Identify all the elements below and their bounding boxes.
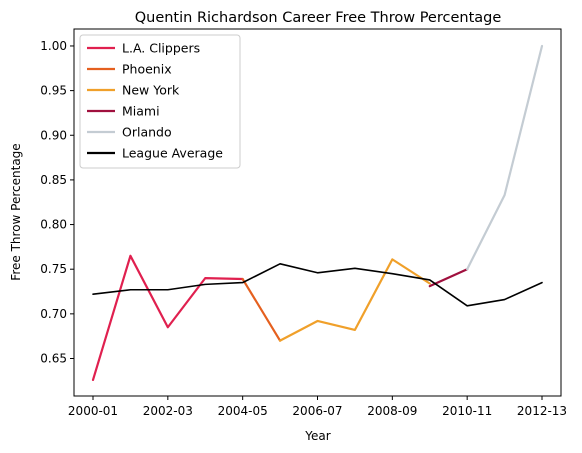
x-axis: 2000-01 2002-03 2004-05 2006-07 2008-09 2010-… [68,396,567,418]
y-tick-label: 0.90 [40,128,67,142]
x-tick-label: 2010-11 [442,404,492,418]
y-axis-label: Free Throw Percentage [9,143,23,280]
y-tick-label: 0.85 [40,173,67,187]
y-tick-label: 0.65 [40,351,67,365]
x-tick-label: 2006-07 [292,404,342,418]
series-lines [91,44,544,382]
legend-entry: Miami [122,104,160,119]
series-line-league-average [92,263,543,307]
legend-entry: League Average [122,146,223,161]
y-axis: 0.65 0.70 0.75 0.80 0.85 0.90 0.95 1.00 [40,39,74,365]
series-line-new-york [278,258,431,342]
legend: L.A. Clippers Phoenix New York Miami Orlando… [79,34,241,169]
series-line-orlando [466,44,544,271]
x-tick-label: 2002-03 [143,404,193,418]
series-line-phoenix [241,277,282,342]
legend-entry: L.A. Clippers [122,41,200,56]
x-tick-label: 2004-05 [218,404,268,418]
chart-title: Quentin Richardson Career Free Throw Per… [135,10,502,26]
x-tick-label: 2008-09 [367,404,417,418]
legend-entry: Orlando [122,125,172,140]
x-tick-label: 2000-01 [68,404,118,418]
y-tick-label: 0.75 [40,262,67,276]
x-tick-label: 2012-13 [517,404,567,418]
y-tick-label: 0.80 [40,218,67,232]
y-tick-label: 1.00 [40,39,67,53]
y-tick-label: 0.95 [40,84,67,98]
y-tick-label: 0.70 [40,307,67,321]
legend-entry: Phoenix [122,62,172,77]
series-line-l-a-clippers [91,254,244,382]
legend-box [79,34,241,169]
x-axis-label: Year [304,429,330,443]
legend-entry: New York [122,83,180,98]
